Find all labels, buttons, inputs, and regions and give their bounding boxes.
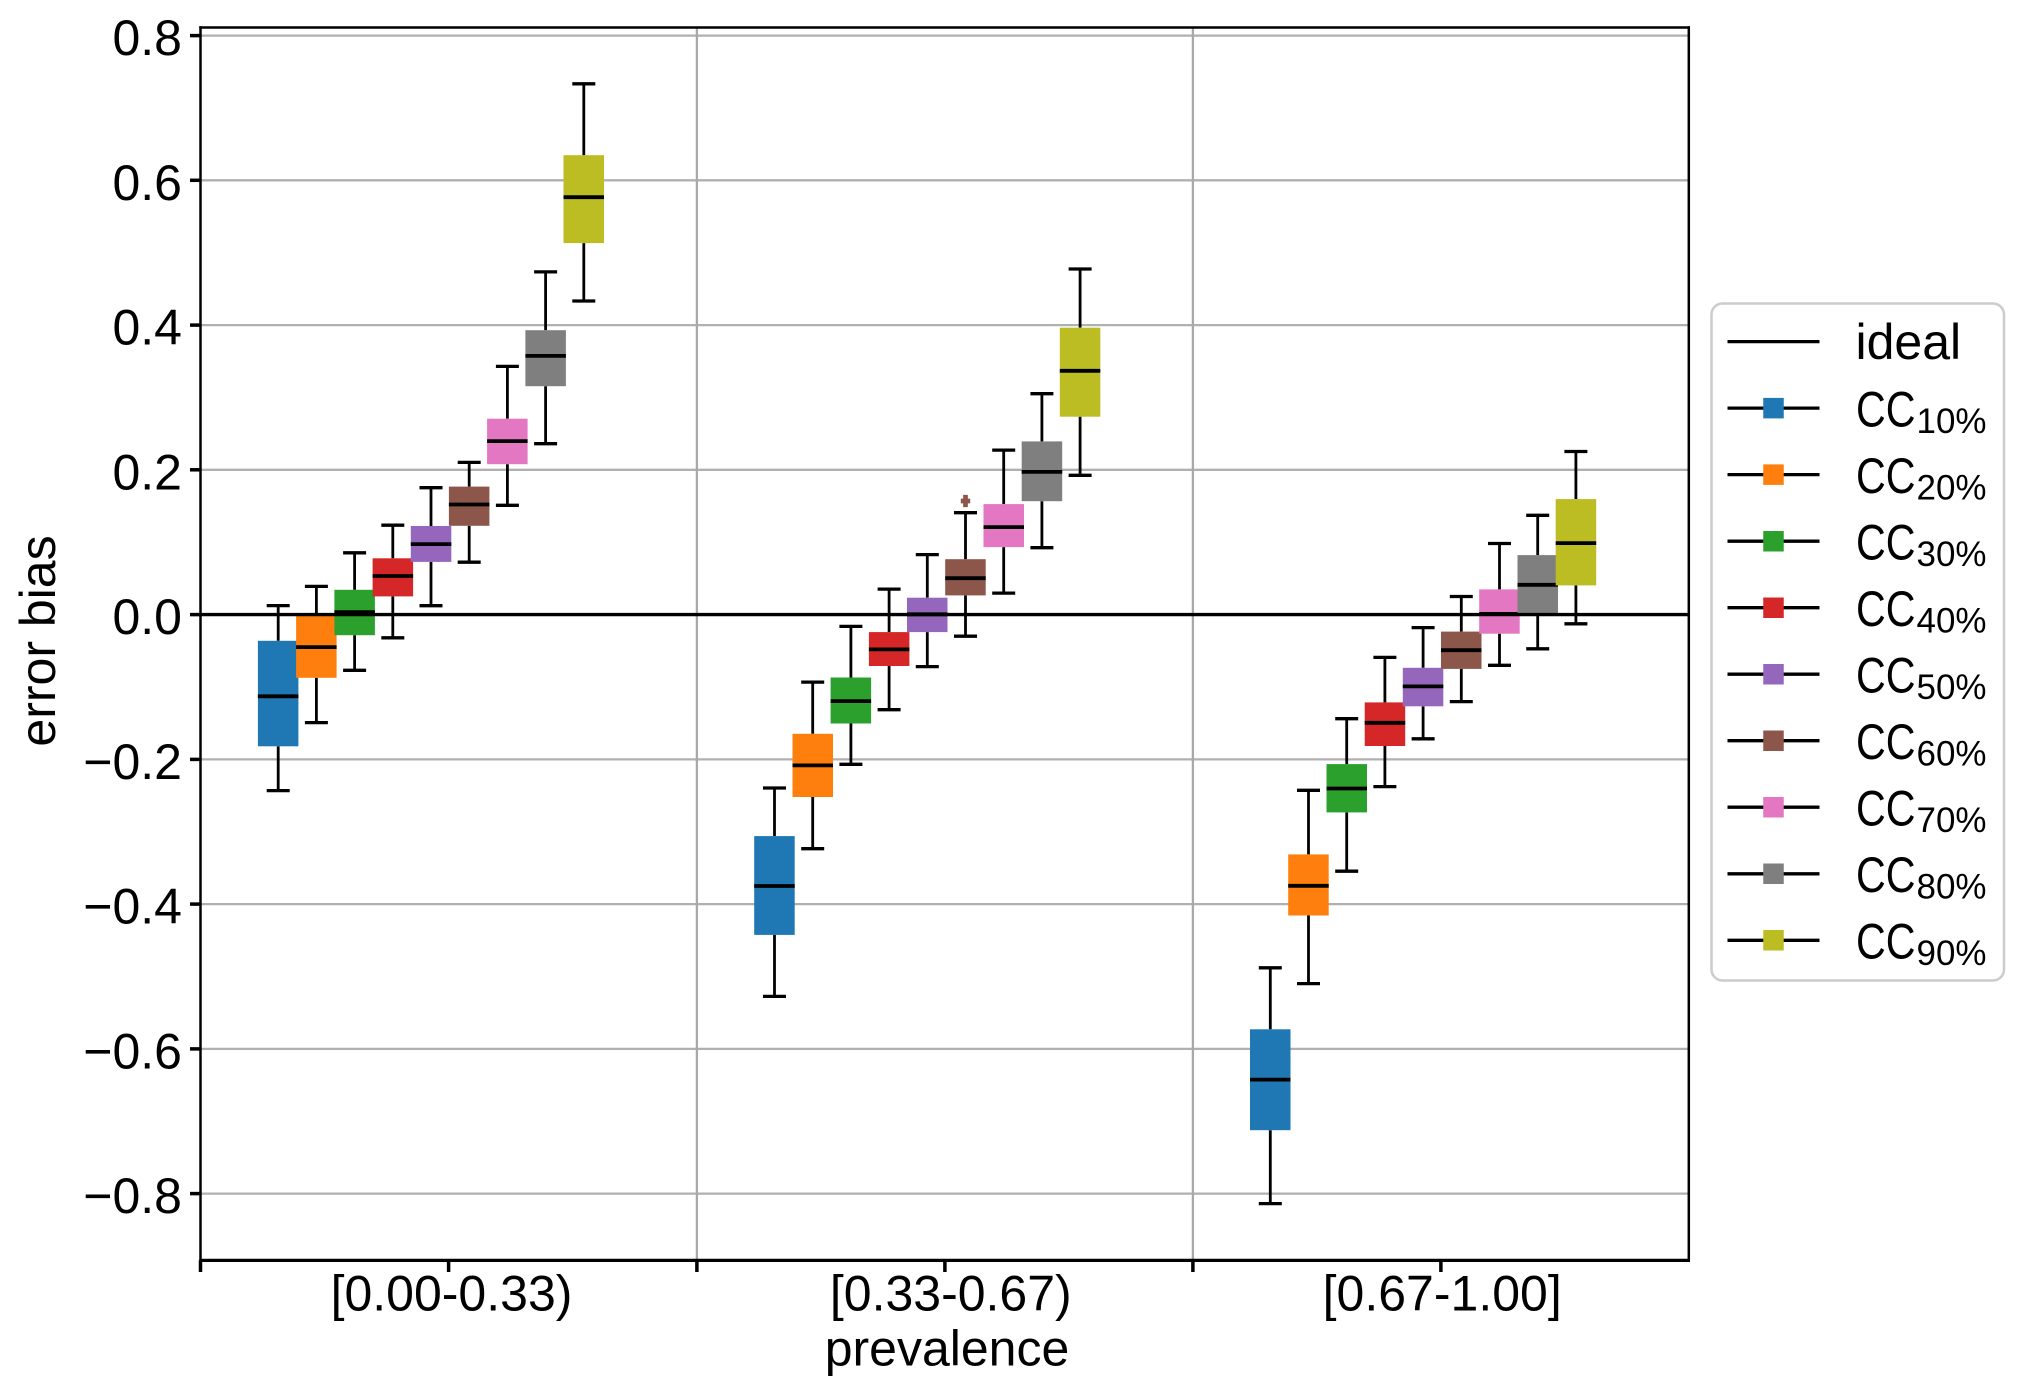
svg-text:CC: CC	[1856, 780, 1916, 836]
svg-text:CC: CC	[1856, 847, 1916, 903]
svg-text:0.8: 0.8	[112, 10, 182, 66]
svg-text:CC: CC	[1856, 581, 1916, 637]
svg-text:CC: CC	[1856, 448, 1916, 504]
svg-text:CC: CC	[1856, 714, 1916, 770]
svg-text:[0.33-0.67): [0.33-0.67)	[830, 1266, 1072, 1322]
svg-text:[0.67-1.00]: [0.67-1.00]	[1323, 1266, 1562, 1322]
svg-text:−0.4: −0.4	[83, 879, 182, 935]
svg-text:70%: 70%	[1917, 801, 1987, 840]
svg-text:CC: CC	[1856, 647, 1916, 703]
svg-text:0.6: 0.6	[112, 155, 182, 211]
svg-text:[0.00-0.33): [0.00-0.33)	[331, 1266, 573, 1322]
svg-text:error bias: error bias	[10, 535, 66, 746]
svg-text:0.0: 0.0	[112, 589, 182, 645]
svg-text:CC: CC	[1856, 514, 1916, 570]
svg-text:CC: CC	[1856, 914, 1916, 970]
svg-text:ideal: ideal	[1856, 314, 1962, 370]
svg-text:−0.2: −0.2	[83, 734, 182, 790]
svg-text:0.2: 0.2	[112, 444, 182, 500]
svg-text:10%: 10%	[1917, 402, 1987, 441]
svg-text:40%: 40%	[1917, 602, 1987, 641]
svg-text:−0.8: −0.8	[83, 1168, 182, 1224]
svg-text:50%: 50%	[1917, 668, 1987, 707]
svg-text:60%: 60%	[1917, 735, 1987, 774]
svg-text:prevalence: prevalence	[825, 1321, 1070, 1377]
svg-text:0.4: 0.4	[112, 300, 182, 356]
svg-text:20%: 20%	[1917, 468, 1987, 507]
svg-text:CC: CC	[1856, 381, 1916, 437]
svg-text:90%: 90%	[1917, 934, 1987, 973]
svg-text:80%: 80%	[1917, 868, 1987, 907]
svg-text:−0.6: −0.6	[83, 1023, 182, 1079]
svg-text:30%: 30%	[1917, 535, 1987, 574]
